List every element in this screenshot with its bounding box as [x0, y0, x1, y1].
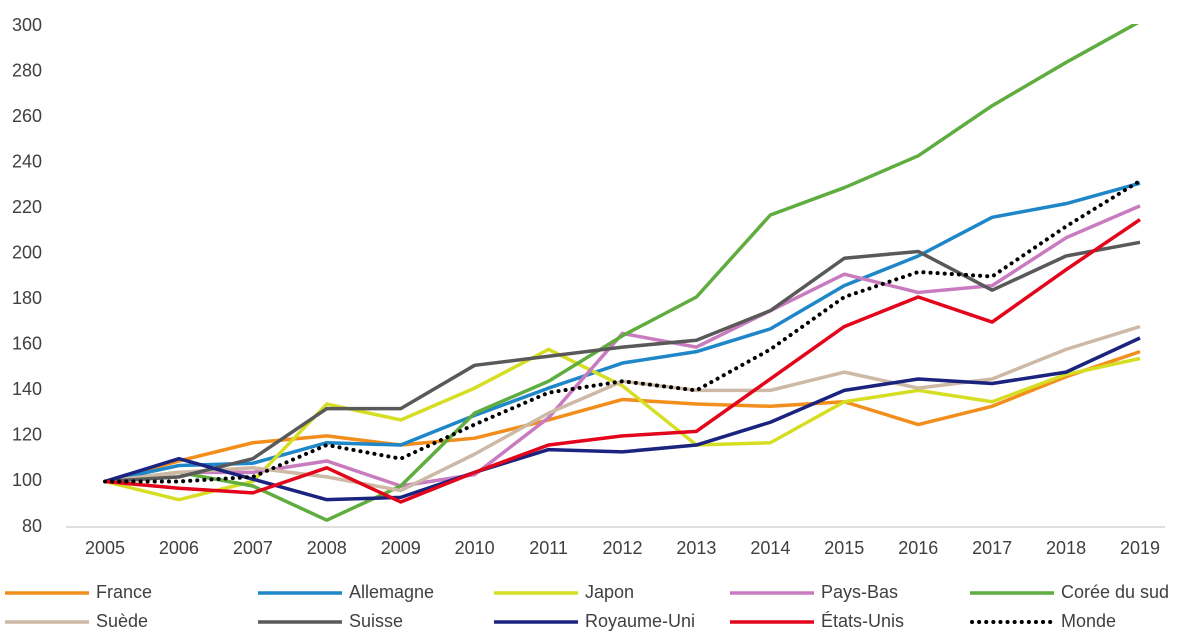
series-line	[104, 24, 1140, 522]
y-tick-label: 200	[12, 242, 42, 262]
x-tick-label: 2017	[972, 538, 1012, 558]
x-tick-label: 2010	[455, 538, 495, 558]
legend-label: Japon	[585, 582, 634, 602]
y-tick-label: 140	[12, 379, 42, 399]
y-tick-label: 260	[12, 106, 42, 126]
y-tick-label: 220	[12, 197, 42, 217]
y-tick-label: 300	[12, 15, 42, 35]
legend-label: Corée du sud	[1061, 582, 1169, 602]
x-tick-label: 2006	[159, 538, 199, 558]
series-line	[104, 240, 1141, 484]
x-tick-label: 2009	[381, 538, 421, 558]
series-line	[104, 347, 1141, 502]
legend-label: Monde	[1061, 611, 1116, 631]
x-tick-label: 2015	[824, 538, 864, 558]
legend-label: Suisse	[349, 611, 403, 631]
y-tick-label: 180	[12, 288, 42, 308]
x-tick-label: 2005	[85, 538, 125, 558]
legend-label: Suède	[96, 611, 148, 631]
series-line	[103, 178, 1142, 484]
series-line	[104, 204, 1141, 488]
y-tick-label: 100	[12, 470, 42, 490]
legend-label: Pays-Bas	[821, 582, 898, 602]
x-tick-label: 2014	[750, 538, 790, 558]
x-tick-label: 2007	[233, 538, 273, 558]
plot-area	[103, 24, 1142, 522]
y-tick-label: 280	[12, 60, 42, 80]
y-tick-label: 240	[12, 151, 42, 171]
y-tick-label: 160	[12, 334, 42, 354]
x-tick-label: 2019	[1120, 538, 1160, 558]
y-tick-label: 120	[12, 425, 42, 445]
legend-label: France	[96, 582, 152, 602]
y-tick-label: 80	[22, 516, 42, 536]
legend-label: États-Unis	[821, 611, 904, 631]
x-tick-label: 2008	[307, 538, 347, 558]
legend-label: Allemagne	[349, 582, 434, 602]
x-tick-label: 2011	[529, 538, 568, 558]
x-tick-label: 2012	[602, 538, 642, 558]
x-tick-label: 2016	[898, 538, 938, 558]
legend-label: Royaume-Uni	[585, 611, 695, 631]
x-tick-label: 2018	[1046, 538, 1086, 558]
series-line	[104, 218, 1141, 504]
x-tick-label: 2013	[676, 538, 716, 558]
